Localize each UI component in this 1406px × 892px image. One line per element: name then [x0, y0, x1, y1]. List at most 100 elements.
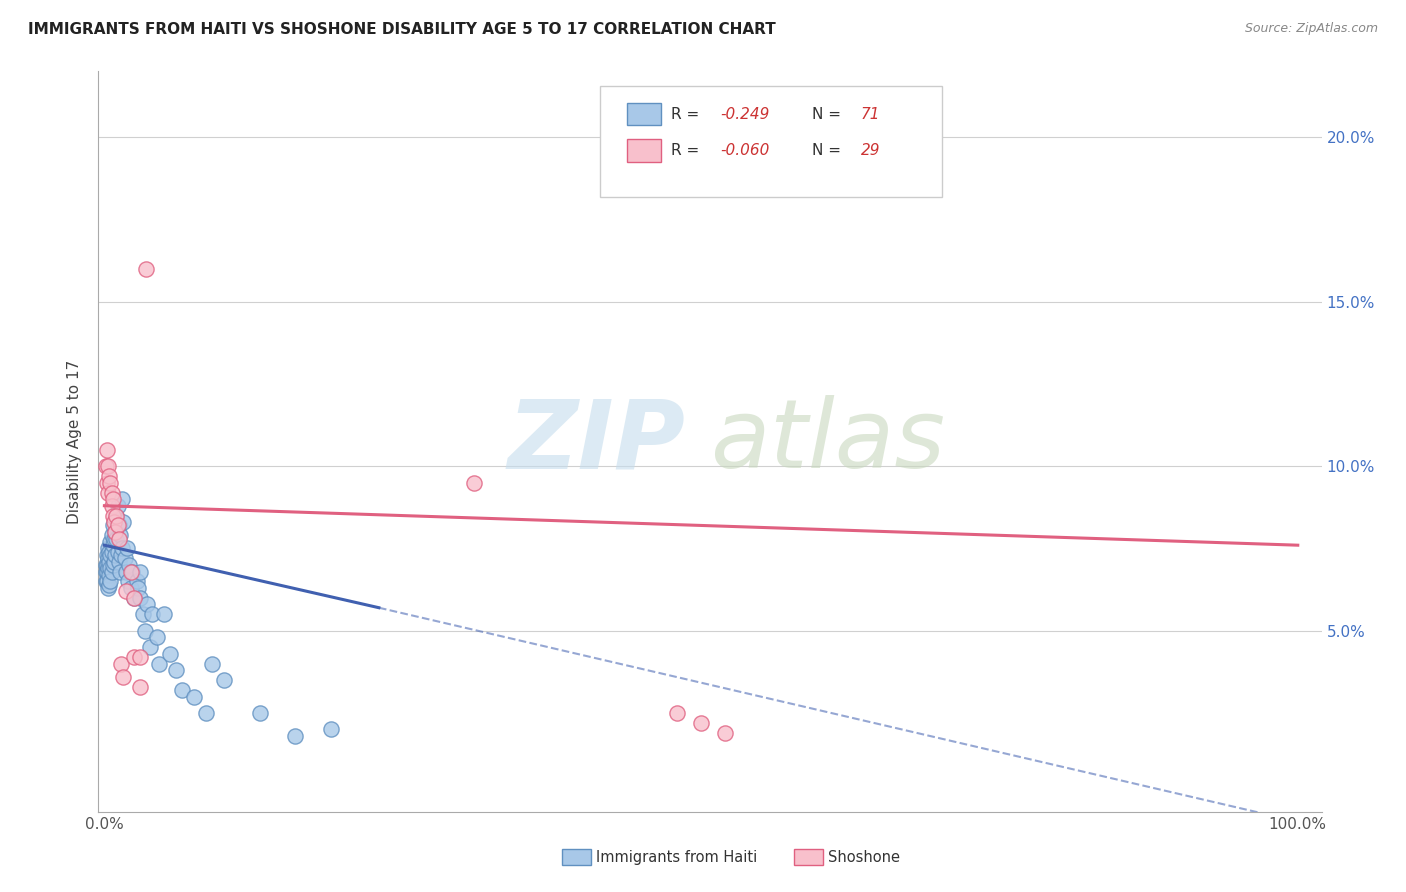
Point — [100, 528, 122, 542]
Point — [107, 545, 129, 559]
Point — [129, 680, 152, 694]
Point — [122, 591, 145, 605]
Point — [125, 574, 148, 589]
Point — [170, 683, 193, 698]
Point — [138, 640, 160, 655]
Point — [120, 581, 142, 595]
Point — [104, 524, 127, 539]
Text: -0.249: -0.249 — [720, 107, 769, 122]
Point — [249, 706, 271, 720]
Point — [97, 541, 120, 556]
Point — [101, 492, 124, 507]
Point — [100, 565, 122, 579]
Point — [129, 650, 152, 665]
Text: atlas: atlas — [710, 395, 945, 488]
Point — [101, 538, 124, 552]
Point — [96, 558, 118, 572]
Point — [94, 459, 117, 474]
Point — [121, 565, 143, 579]
Point — [94, 558, 117, 572]
Point — [212, 673, 235, 687]
Point — [107, 555, 129, 569]
Point — [103, 532, 125, 546]
Point — [117, 574, 139, 589]
Point — [115, 541, 138, 556]
Text: IMMIGRANTS FROM HAITI VS SHOSHONE DISABILITY AGE 5 TO 17 CORRELATION CHART: IMMIGRANTS FROM HAITI VS SHOSHONE DISABI… — [28, 22, 776, 37]
Y-axis label: Disability Age 5 to 17: Disability Age 5 to 17 — [67, 359, 83, 524]
Point — [98, 567, 121, 582]
Point — [105, 532, 128, 546]
Point — [183, 690, 205, 704]
Point — [103, 555, 125, 569]
Point — [98, 535, 121, 549]
Point — [107, 532, 129, 546]
Point — [94, 565, 117, 579]
Point — [201, 657, 224, 671]
Point — [100, 545, 122, 559]
Point — [148, 657, 170, 671]
Point — [111, 541, 134, 556]
Text: ZIP: ZIP — [508, 395, 686, 488]
Point — [110, 657, 132, 671]
FancyBboxPatch shape — [627, 139, 661, 161]
Point — [100, 485, 122, 500]
Point — [112, 515, 135, 529]
Point — [134, 624, 156, 638]
Point — [107, 518, 129, 533]
Text: Immigrants from Haiti: Immigrants from Haiti — [596, 850, 758, 864]
Point — [118, 558, 141, 572]
Point — [97, 459, 120, 474]
Point — [127, 581, 149, 595]
Point — [108, 528, 131, 542]
Point — [104, 524, 127, 539]
Point — [321, 723, 343, 737]
Point — [101, 558, 124, 572]
Point — [114, 551, 136, 566]
Point — [165, 663, 187, 677]
Point — [110, 548, 132, 562]
Point — [135, 261, 157, 276]
Point — [101, 508, 124, 523]
Point — [194, 706, 217, 720]
Text: N =: N = — [811, 143, 845, 158]
Point — [129, 565, 152, 579]
Point — [104, 548, 127, 562]
Point — [120, 565, 142, 579]
Point — [105, 508, 128, 523]
Point — [115, 584, 138, 599]
Point — [96, 442, 118, 457]
Point — [153, 607, 176, 622]
Point — [98, 475, 121, 490]
Point — [97, 551, 120, 566]
Text: N =: N = — [811, 107, 845, 122]
Point — [136, 598, 159, 612]
Point — [666, 706, 689, 720]
Point — [98, 561, 121, 575]
Point — [96, 565, 118, 579]
Point — [96, 475, 118, 490]
Text: Shoshone: Shoshone — [828, 850, 900, 864]
Point — [105, 508, 128, 523]
Point — [108, 565, 131, 579]
Text: R =: R = — [671, 107, 704, 122]
Point — [98, 548, 121, 562]
Text: 71: 71 — [860, 107, 880, 122]
Point — [96, 548, 118, 562]
Point — [122, 650, 145, 665]
Point — [98, 545, 121, 559]
Point — [107, 518, 129, 533]
Point — [111, 492, 134, 507]
Point — [98, 469, 121, 483]
FancyBboxPatch shape — [627, 103, 661, 126]
Point — [107, 499, 129, 513]
Point — [122, 591, 145, 605]
Point — [98, 555, 121, 569]
FancyBboxPatch shape — [600, 87, 942, 197]
Point — [98, 577, 121, 591]
Point — [101, 518, 124, 533]
Point — [129, 591, 152, 605]
Point — [284, 729, 307, 743]
Text: Source: ZipAtlas.com: Source: ZipAtlas.com — [1244, 22, 1378, 36]
Text: -0.060: -0.060 — [720, 143, 769, 158]
Text: 29: 29 — [860, 143, 880, 158]
